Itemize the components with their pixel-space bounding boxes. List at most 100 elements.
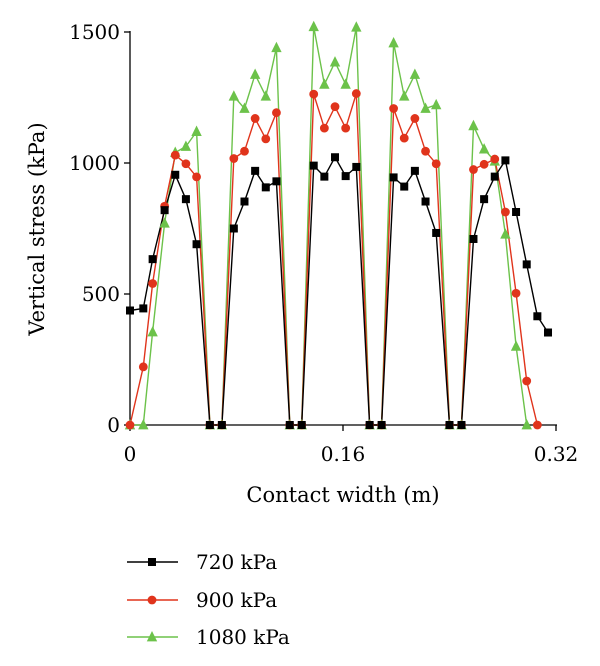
y-tick-label: 1500: [69, 20, 120, 44]
data-point: [272, 108, 281, 118]
data-point: [389, 173, 398, 182]
data-point: [420, 102, 431, 113]
data-point: [139, 304, 148, 313]
data-point: [421, 146, 430, 156]
data-point: [240, 197, 249, 206]
data-point: [138, 419, 149, 430]
data-point: [478, 143, 490, 154]
data-point: [522, 376, 532, 386]
data-point: [251, 166, 260, 175]
data-point: [205, 421, 214, 429]
x-tick-label: 0: [124, 442, 137, 466]
data-point: [171, 170, 180, 179]
data-point: [340, 78, 351, 89]
data-point: [240, 146, 249, 156]
data-point: [147, 325, 158, 337]
data-point: [445, 421, 454, 429]
data-point: [320, 172, 329, 181]
data-point: [285, 421, 294, 429]
data-point: [389, 104, 398, 113]
data-point: [260, 90, 271, 101]
data-point: [522, 260, 531, 269]
data-point: [181, 159, 191, 169]
data-point: [309, 89, 319, 99]
data-point: [272, 177, 281, 186]
data-point: [228, 90, 240, 101]
data-point: [421, 197, 430, 206]
data-point: [490, 154, 500, 164]
data-point: [377, 421, 386, 429]
data-point: [331, 153, 340, 162]
data-point: [191, 125, 202, 136]
data-point: [544, 328, 553, 337]
data-point: [399, 90, 410, 101]
plot-lines: [129, 26, 549, 426]
data-point: [217, 421, 226, 429]
y-tick-label: 500: [82, 282, 120, 306]
data-point: [430, 98, 442, 110]
data-point: [160, 206, 169, 215]
data-point: [308, 20, 319, 32]
data-point: [271, 41, 282, 53]
data-point: [297, 421, 306, 429]
series-line-900-kpa: [129, 92, 539, 426]
data-point: [512, 207, 521, 216]
data-point: [180, 140, 192, 151]
data-point: [351, 21, 362, 32]
x-tick-label: 0.16: [321, 442, 366, 466]
data-point: [351, 89, 361, 98]
data-point: [192, 172, 201, 182]
data-point: [261, 134, 271, 144]
data-point: [192, 240, 201, 249]
data-point: [510, 340, 522, 351]
data-point: [126, 306, 134, 315]
legend-marker: [148, 558, 156, 566]
data-point: [480, 195, 489, 204]
data-point: [261, 183, 270, 192]
data-point: [239, 102, 250, 113]
data-point: [511, 288, 521, 298]
data-point: [521, 419, 532, 430]
data-point: [159, 217, 170, 228]
data-point: [138, 362, 148, 372]
data-point: [400, 182, 409, 191]
data-point: [229, 154, 239, 163]
data-point: [309, 161, 318, 170]
data-point: [501, 207, 510, 217]
data-point: [365, 421, 374, 429]
legend-marker: [146, 631, 158, 642]
data-point: [431, 159, 441, 169]
data-point: [432, 228, 441, 237]
legend: 720 kPa 900 kPa 1080 kPa: [127, 550, 290, 649]
data-point: [125, 420, 135, 430]
data-point: [341, 172, 350, 181]
data-point: [352, 162, 361, 171]
axes: 0 500 1000 1500 0 0.16 0.32: [69, 20, 578, 466]
data-point: [229, 224, 238, 233]
data-point: [181, 195, 190, 204]
legend-marker: [147, 595, 157, 605]
legend-label: 720 kPa: [196, 550, 277, 574]
data-point: [329, 56, 341, 67]
data-point: [250, 114, 260, 123]
x-axis-title: Contact width (m): [246, 483, 439, 507]
data-point: [410, 114, 420, 123]
data-point: [500, 228, 511, 239]
data-point: [148, 255, 157, 264]
data-point: [388, 37, 399, 48]
legend-label: 1080 kPa: [196, 625, 290, 649]
data-point: [399, 133, 409, 143]
data-point: [532, 420, 542, 430]
series-line-720-kpa: [129, 156, 549, 426]
data-point: [533, 312, 542, 321]
data-point: [469, 234, 478, 243]
data-point: [468, 119, 479, 131]
data-point: [457, 421, 466, 429]
data-point: [170, 150, 180, 160]
x-tick-label: 0.32: [534, 442, 579, 466]
data-point: [469, 165, 478, 174]
data-point: [409, 68, 421, 79]
data-point: [479, 159, 489, 169]
data-point: [148, 279, 158, 288]
